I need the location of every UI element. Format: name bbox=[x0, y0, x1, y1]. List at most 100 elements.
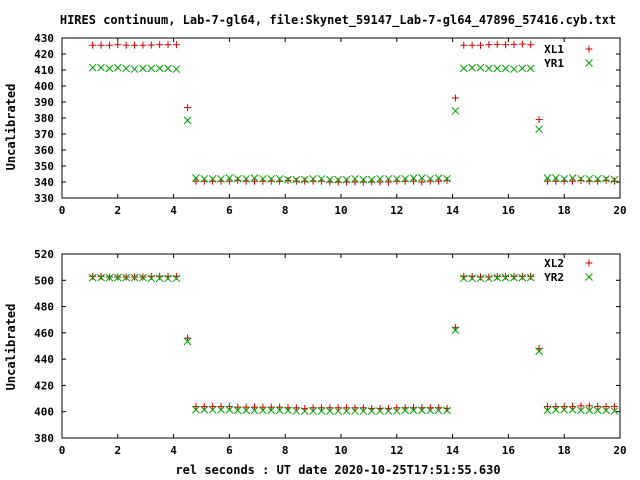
x-tick-label: 20 bbox=[613, 204, 626, 217]
point-xl1 bbox=[493, 40, 501, 48]
x-tick-label: 8 bbox=[282, 204, 289, 217]
point-xl1 bbox=[376, 178, 384, 186]
y-tick-label: 330 bbox=[34, 192, 54, 205]
point-yr2 bbox=[130, 273, 139, 282]
point-yr1 bbox=[155, 64, 164, 73]
point-xl1 bbox=[485, 41, 493, 49]
x-tick-label: 14 bbox=[446, 444, 460, 457]
point-yr2 bbox=[367, 407, 376, 415]
x-axis-label: rel seconds : UT date 2020-10-25T17:51:5… bbox=[175, 463, 500, 477]
point-yr1 bbox=[367, 175, 376, 184]
point-xl1 bbox=[443, 176, 451, 184]
point-yr2 bbox=[164, 274, 172, 283]
point-xl1 bbox=[418, 178, 426, 186]
legend-marker-yr2 bbox=[585, 273, 593, 281]
point-xl1 bbox=[410, 177, 418, 185]
point-yr2 bbox=[317, 407, 326, 415]
x-tick-label: 4 bbox=[170, 444, 177, 457]
point-yr2 bbox=[147, 274, 156, 283]
point-xl1 bbox=[384, 178, 392, 186]
point-xl2 bbox=[359, 404, 367, 412]
point-yr1 bbox=[593, 174, 602, 183]
point-yr1 bbox=[267, 174, 276, 183]
point-yr1 bbox=[577, 174, 585, 183]
point-yr1 bbox=[526, 64, 535, 73]
bottom-panel: Uncalibrated 0 2 4 6 8 10 12 14 16 18 20 380 400 420 4… bbox=[4, 248, 627, 457]
y-tick-label: 500 bbox=[34, 274, 54, 287]
point-yr1 bbox=[275, 174, 284, 183]
point-xl1 bbox=[527, 41, 535, 49]
x-tick-label: 12 bbox=[390, 444, 403, 457]
point-yr2 bbox=[242, 406, 250, 415]
legend-label-xl1: XL1 bbox=[544, 43, 564, 56]
point-yr2 bbox=[208, 405, 217, 414]
legend-label-xl2: XL2 bbox=[544, 257, 564, 270]
point-yr1 bbox=[113, 63, 122, 72]
point-yr1 bbox=[409, 174, 418, 182]
point-xl1 bbox=[535, 116, 543, 124]
point-yr1 bbox=[225, 174, 234, 182]
y-tick-label: 400 bbox=[34, 406, 54, 419]
x-tick-label: 2 bbox=[114, 204, 121, 217]
point-xl2 bbox=[292, 404, 300, 412]
point-xl1 bbox=[460, 41, 468, 49]
point-xl1 bbox=[502, 41, 510, 49]
point-yr2 bbox=[225, 405, 234, 414]
top-panel-marks bbox=[88, 40, 619, 186]
point-yr2 bbox=[325, 407, 334, 415]
point-xl2 bbox=[602, 402, 610, 410]
point-yr2 bbox=[183, 337, 192, 346]
point-yr2 bbox=[300, 407, 309, 415]
x-tick-label: 8 bbox=[282, 444, 289, 457]
point-yr2 bbox=[543, 406, 552, 415]
point-yr1 bbox=[105, 64, 114, 73]
y-tick-label: 420 bbox=[34, 48, 54, 61]
point-yr2 bbox=[351, 407, 359, 415]
point-xl2 bbox=[259, 403, 267, 411]
x-tick-label: 2 bbox=[114, 444, 121, 457]
point-yr1 bbox=[493, 64, 502, 73]
point-xl1 bbox=[225, 177, 233, 185]
point-yr1 bbox=[476, 63, 485, 72]
point-xl2 bbox=[225, 402, 233, 410]
y-tick-label: 380 bbox=[34, 432, 54, 445]
point-yr1 bbox=[250, 174, 259, 182]
point-yr2 bbox=[155, 274, 164, 283]
y-tick-label: 440 bbox=[34, 353, 54, 366]
y-tick-label: 340 bbox=[34, 176, 54, 189]
point-yr2 bbox=[250, 406, 259, 415]
point-yr2 bbox=[443, 406, 451, 415]
point-xl2 bbox=[485, 273, 493, 281]
point-yr2 bbox=[139, 273, 147, 282]
legend-marker-yr1 bbox=[585, 59, 593, 67]
y-tick-label: 390 bbox=[34, 96, 54, 109]
point-xl1 bbox=[131, 41, 139, 49]
point-yr2 bbox=[418, 406, 426, 415]
point-yr2 bbox=[97, 273, 105, 282]
y-tick-label: 360 bbox=[34, 144, 54, 157]
chart-title: HIRES continuum, Lab-7-gl64, file:Skynet… bbox=[60, 13, 616, 28]
point-yr2 bbox=[392, 407, 401, 415]
point-xl1 bbox=[192, 177, 200, 185]
point-xl2 bbox=[510, 272, 518, 280]
y-tick-label: 460 bbox=[34, 327, 54, 340]
point-xl2 bbox=[543, 402, 551, 410]
point-xl1 bbox=[105, 41, 113, 49]
point-yr1 bbox=[97, 63, 105, 72]
point-yr1 bbox=[451, 106, 460, 115]
point-yr1 bbox=[233, 174, 242, 183]
point-xl2 bbox=[560, 402, 568, 410]
x-tick-label: 4 bbox=[170, 204, 177, 217]
point-yr1 bbox=[217, 174, 225, 183]
point-xl2 bbox=[192, 402, 200, 410]
point-xl2 bbox=[569, 402, 577, 410]
point-yr1 bbox=[200, 174, 209, 183]
point-yr1 bbox=[401, 174, 410, 183]
point-yr1 bbox=[501, 64, 510, 73]
point-xl1 bbox=[543, 177, 551, 185]
point-xl1 bbox=[284, 176, 292, 184]
point-xl1 bbox=[468, 41, 476, 49]
point-yr2 bbox=[401, 406, 410, 415]
point-xl1 bbox=[510, 40, 518, 48]
